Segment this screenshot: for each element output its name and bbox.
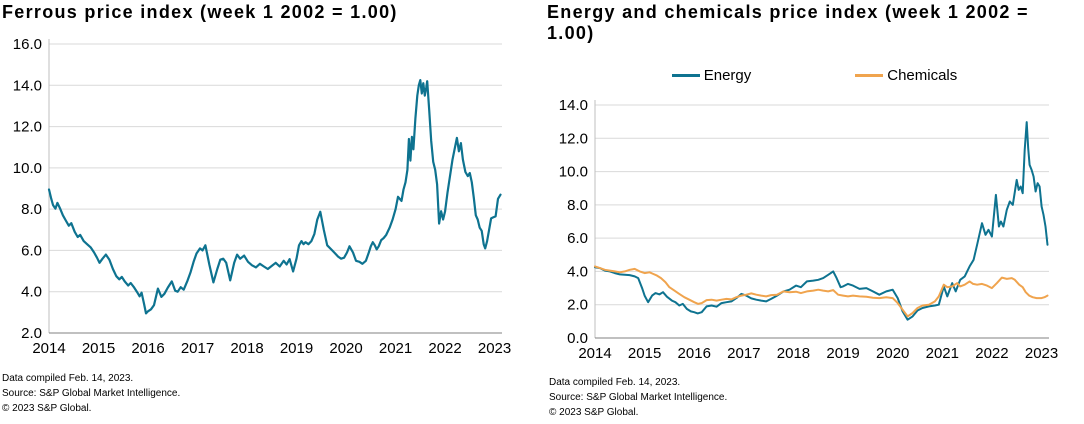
svg-text:2019: 2019	[826, 345, 859, 362]
svg-text:2018: 2018	[777, 345, 810, 362]
svg-text:12.0: 12.0	[13, 119, 42, 136]
svg-text:2022: 2022	[975, 345, 1008, 362]
legend-label-chemicals: Chemicals	[887, 67, 958, 84]
svg-text:2020: 2020	[329, 340, 362, 357]
svg-text:2014: 2014	[578, 345, 611, 362]
y-tick-labels: 0.0 2.0 4.0 6.0 8.0 10.0 12.0 14.0	[559, 97, 588, 347]
svg-text:2.0: 2.0	[21, 325, 42, 342]
legend-item-chemicals: Chemicals	[855, 67, 957, 84]
x-tick-labels: 2014 2015 2016 2017 2018 2019 2020 2021 2022 2023	[578, 345, 1058, 362]
footnote-source: Source: S&P Global Market Intelligence.	[549, 392, 728, 403]
svg-text:2023: 2023	[1025, 345, 1058, 362]
ferrous-chart-section: Ferrous price index (week 1 2002 = 1.00)…	[0, 0, 540, 424]
svg-text:2023: 2023	[478, 340, 511, 357]
gridlines	[49, 43, 502, 293]
svg-text:2017: 2017	[181, 340, 214, 357]
chemicals-line	[594, 265, 1049, 318]
svg-text:0.0: 0.0	[567, 330, 588, 347]
svg-text:4.0: 4.0	[21, 284, 42, 301]
gridlines	[595, 104, 1049, 306]
ferrous-chart-plot: 2.0 4.0 6.0 8.0 10.0 12.0 14.0 16.0 2014 2015 2016…	[13, 36, 511, 357]
svg-text:2019: 2019	[280, 340, 313, 357]
svg-text:14.0: 14.0	[13, 77, 42, 94]
ferrous-chart-footnotes: Data compiled Feb. 14, 2023. Source: S&P…	[2, 371, 180, 416]
chemicals-line-swatch	[855, 74, 884, 77]
svg-text:2021: 2021	[926, 345, 959, 362]
svg-text:8.0: 8.0	[21, 201, 42, 218]
svg-text:8.0: 8.0	[567, 197, 588, 214]
svg-text:2020: 2020	[876, 345, 909, 362]
legend: Energy Chemicals	[545, 67, 1084, 84]
svg-text:2015: 2015	[628, 345, 661, 362]
footnote-source: Source: S&P Global Market Intelligence.	[2, 388, 181, 399]
svg-text:2016: 2016	[131, 340, 164, 357]
svg-text:14.0: 14.0	[559, 97, 588, 114]
x-tick-labels: 2014 2015 2016 2017 2018 2019 2020 2021 2022 2023	[32, 340, 511, 357]
ferrous-chart-title: Ferrous price index (week 1 2002 = 1.00)	[2, 2, 398, 22]
energy-line	[594, 121, 1049, 321]
footnote-compiled: Data compiled Feb. 14, 2023.	[549, 377, 681, 388]
svg-text:2017: 2017	[727, 345, 760, 362]
footnote-compiled: Data compiled Feb. 14, 2023.	[2, 373, 134, 384]
energy-chemicals-chart-footnotes: Data compiled Feb. 14, 2023. Source: S&P…	[549, 375, 727, 420]
svg-text:2014: 2014	[32, 340, 65, 357]
footnote-copyright: © 2023 S&P Global.	[549, 407, 639, 418]
energy-line-swatch	[671, 74, 700, 77]
svg-text:2016: 2016	[678, 345, 711, 362]
svg-text:2015: 2015	[82, 340, 115, 357]
svg-text:4.0: 4.0	[567, 263, 588, 280]
svg-text:16.0: 16.0	[13, 36, 42, 53]
svg-text:2.0: 2.0	[567, 297, 588, 314]
svg-text:2021: 2021	[379, 340, 412, 357]
svg-text:10.0: 10.0	[13, 160, 42, 177]
svg-text:12.0: 12.0	[559, 130, 588, 147]
svg-text:10.0: 10.0	[559, 164, 588, 181]
svg-text:6.0: 6.0	[567, 230, 588, 247]
ferrous-line	[47, 79, 502, 315]
energy-chemicals-chart-section: Energy and chemicals price index (week 1…	[545, 0, 1084, 424]
legend-label-energy: Energy	[703, 67, 752, 84]
svg-text:6.0: 6.0	[21, 242, 42, 259]
svg-text:2018: 2018	[230, 340, 263, 357]
footnote-copyright: © 2023 S&P Global.	[2, 403, 92, 414]
y-tick-labels: 2.0 4.0 6.0 8.0 10.0 12.0 14.0 16.0	[13, 36, 42, 342]
svg-text:2022: 2022	[428, 340, 461, 357]
legend-item-energy: Energy	[671, 67, 752, 84]
energy-chemicals-chart-title: Energy and chemicals price index (week 1…	[547, 2, 1029, 44]
